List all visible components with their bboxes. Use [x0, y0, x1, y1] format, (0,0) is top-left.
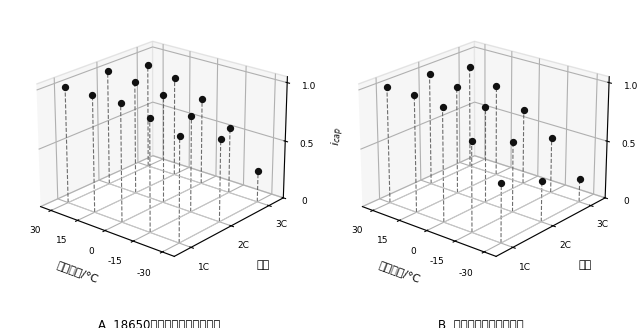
X-axis label: 环境温度/°C: 环境温度/°C: [378, 260, 422, 284]
Title: B. 磷酸铁锂体系动力电池: B. 磷酸铁锂体系动力电池: [438, 319, 524, 328]
Title: A. 18650型镍钴锰体系动力电池: A. 18650型镍钴锰体系动力电池: [98, 319, 220, 328]
Y-axis label: 倍率: 倍率: [578, 259, 591, 270]
X-axis label: 环境温度/°C: 环境温度/°C: [56, 260, 100, 284]
Y-axis label: 倍率: 倍率: [256, 259, 269, 270]
